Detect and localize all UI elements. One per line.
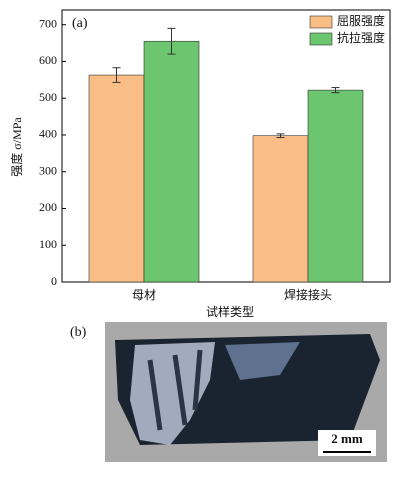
y-tick-label: 500 <box>39 90 57 104</box>
figure: (a) 强度 σ/MPa 试样类型 (b) 2 mm 0 100 200 300 400… <box>0 0 418 485</box>
y-tick-label: 0 <box>51 274 57 288</box>
y-tick-label: 300 <box>39 163 57 177</box>
legend-swatch <box>310 33 332 45</box>
x-tick-label: 焊接接头 <box>284 287 332 302</box>
bar <box>308 90 363 282</box>
y-tick-label: 200 <box>39 200 57 214</box>
x-axis-label: 试样类型 <box>206 304 254 319</box>
panel-label: (a) <box>72 16 88 31</box>
bar <box>144 41 199 282</box>
scale-label: 2 mm <box>331 431 363 446</box>
y-axis-label: 强度 σ/MPa <box>9 117 24 177</box>
bar <box>89 75 144 282</box>
legend-swatch <box>310 16 332 28</box>
legend-label: 抗拉强度 <box>337 30 385 45</box>
panel-label-b: (b) <box>70 325 87 340</box>
y-tick-label: 700 <box>39 16 57 30</box>
y-tick-label: 100 <box>39 237 57 251</box>
y-tick-label: 600 <box>39 53 57 67</box>
y-tick-label: 400 <box>39 127 57 141</box>
legend-label: 屈服强度 <box>337 13 385 28</box>
photo: 2 mm <box>105 322 387 462</box>
x-tick-label: 母材 <box>132 288 156 302</box>
bar <box>253 136 308 282</box>
